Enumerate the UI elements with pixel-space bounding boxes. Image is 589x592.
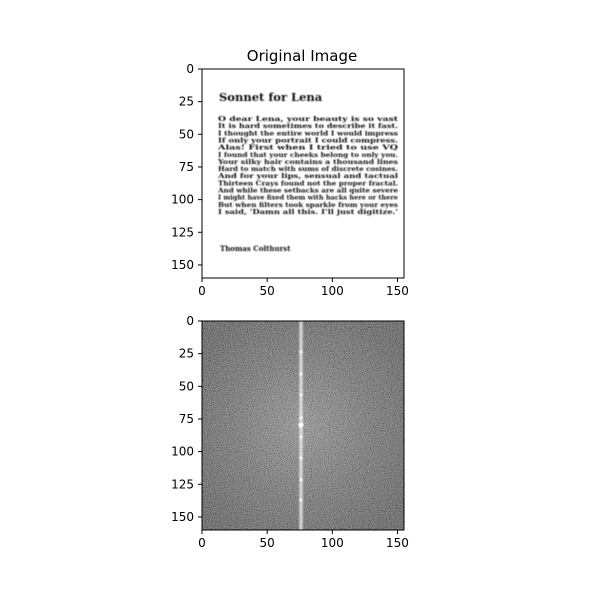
spectrum-peak [299,435,303,439]
x-tick-label: 0 [198,284,206,298]
axis-ticks: 0 50 100 150 0 25 50 75 100 125 150 [171,314,409,550]
chart-original-image: Original Image Sonnet for Lena O dear Le… [171,47,409,298]
y-tick-label: 150 [171,258,194,272]
y-tick-label: 100 [171,193,194,207]
y-tick-label: 25 [179,347,194,361]
x-tick-label: 150 [386,536,409,550]
x-tick-label: 50 [260,284,275,298]
y-tick-label: 25 [179,95,194,109]
document-signature: Thomas Colthurst [220,244,291,253]
document-line: I thought the entire world I would impre… [218,130,399,137]
document-line: O dear Lena, your beauty is so vast [218,116,398,123]
document-heading: Sonnet for Lena [219,90,323,104]
image-area: Sonnet for Lena O dear Lena, your beauty… [202,69,404,278]
document-line: Thirteen Crays found not the proper frac… [218,180,398,187]
chart-title: Original Image [247,47,357,65]
document-line: I might have fixed them with hacks here … [218,195,398,202]
spectrum-peak [298,422,304,428]
y-tick-label: 100 [171,445,194,459]
spectrum-peak [299,498,303,502]
axes-frame [201,320,405,531]
document-line: I said, 'Damn all this. I'll just digiti… [218,209,398,216]
document-line: I found that your cheeks belong to only … [218,152,398,159]
axes-frame [201,68,405,279]
document-line: And for your lips, sensual and tactual [217,173,399,180]
image-area [202,321,404,530]
x-tick-label: 0 [198,536,206,550]
spectrum-peak [299,372,303,376]
y-tick-label: 150 [171,510,194,524]
chart-spectrum: 0 50 100 150 0 25 50 75 100 125 150 [171,314,409,550]
x-tick-label: 50 [260,536,275,550]
y-tick-label: 125 [171,225,194,239]
x-tick-label: 150 [386,284,409,298]
document-line: Your silky hair contains a thousand line… [217,159,399,166]
document-line: If only your portrait I could compress. [218,137,398,144]
y-tick-label: 75 [179,160,194,174]
spectrum-peak [299,478,303,482]
spectrum-peak [299,393,303,397]
y-tick-label: 75 [179,412,194,426]
y-tick-label: 50 [179,379,194,393]
document-line: Hard to match with sums of discrete cosi… [218,166,398,173]
y-tick-label: 50 [179,127,194,141]
x-tick-label: 100 [321,284,344,298]
spectrum-peak [299,350,303,354]
y-tick-label: 0 [186,62,194,76]
document-line: But when filters took sparkle from your … [218,202,399,209]
y-tick-label: 0 [186,314,194,328]
document-line: It is hard sometimes to describe it fast… [218,123,398,130]
document-line: Alas! First when I tried to use VQ [216,145,399,152]
document-line: And while these setbacks are all quite s… [217,188,398,195]
y-tick-label: 125 [171,477,194,491]
axis-ticks: 0 50 100 150 0 25 50 75 100 125 150 [171,62,409,298]
spectrum-peak [299,456,303,460]
spectrum-peak [299,416,303,420]
spectrum-peaks [298,350,304,502]
x-tick-label: 100 [321,536,344,550]
